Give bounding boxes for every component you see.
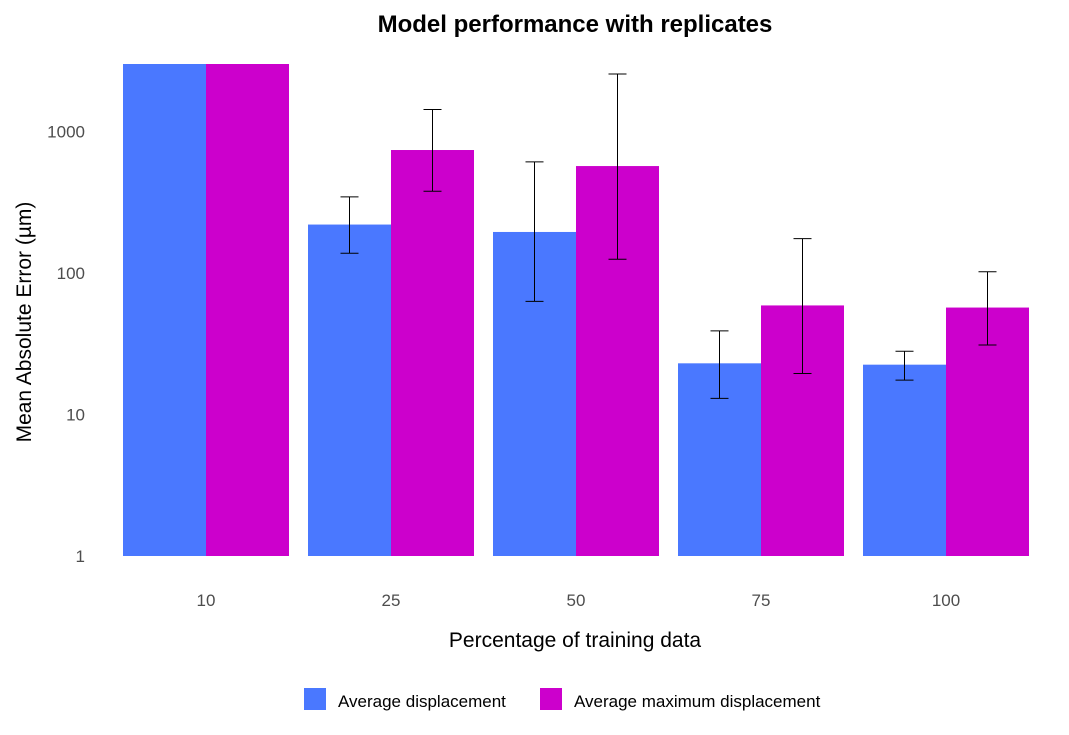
- x-tick-label: 10: [197, 591, 216, 610]
- error-bar: [895, 350, 914, 381]
- bar-average-maximum-displacement: [391, 150, 474, 556]
- x-tick-label: 25: [382, 591, 401, 610]
- x-tick-label: 50: [567, 591, 586, 610]
- x-axis-ticks: 10 25 50 75 100: [197, 591, 961, 610]
- error-bar: [793, 238, 812, 374]
- x-tick-label: 75: [752, 591, 771, 610]
- legend-key: [304, 688, 326, 710]
- bar-average-maximum-displacement: [946, 307, 1029, 556]
- bar-average-displacement: [863, 364, 946, 556]
- y-tick-label: 1000: [47, 123, 85, 142]
- error-bar: [978, 271, 997, 346]
- legend: Average displacement Average maximum disp…: [304, 688, 821, 711]
- chart-title: Model performance with replicates: [378, 11, 773, 38]
- error-bars: [340, 73, 997, 399]
- error-bar: [340, 196, 359, 254]
- bar-average-displacement: [308, 224, 391, 556]
- error-bar: [423, 109, 442, 192]
- y-tick-label: 10: [66, 406, 85, 425]
- legend-label: Average maximum displacement: [574, 692, 821, 711]
- y-axis-title: Mean Absolute Error (µm): [13, 202, 36, 443]
- legend-label: Average displacement: [338, 692, 506, 711]
- bar-average-displacement: [123, 64, 206, 556]
- error-bar: [608, 73, 627, 260]
- x-axis-title: Percentage of training data: [449, 629, 701, 652]
- bars: [123, 64, 1029, 556]
- error-bar: [525, 161, 544, 302]
- y-tick-label: 100: [57, 264, 85, 283]
- y-axis-ticks: 1 10 100 1000: [47, 123, 85, 566]
- legend-key: [540, 688, 562, 710]
- bar-average-maximum-displacement: [206, 64, 289, 556]
- y-tick-label: 1: [76, 547, 85, 566]
- error-bar: [710, 330, 729, 399]
- x-tick-label: 100: [932, 591, 960, 610]
